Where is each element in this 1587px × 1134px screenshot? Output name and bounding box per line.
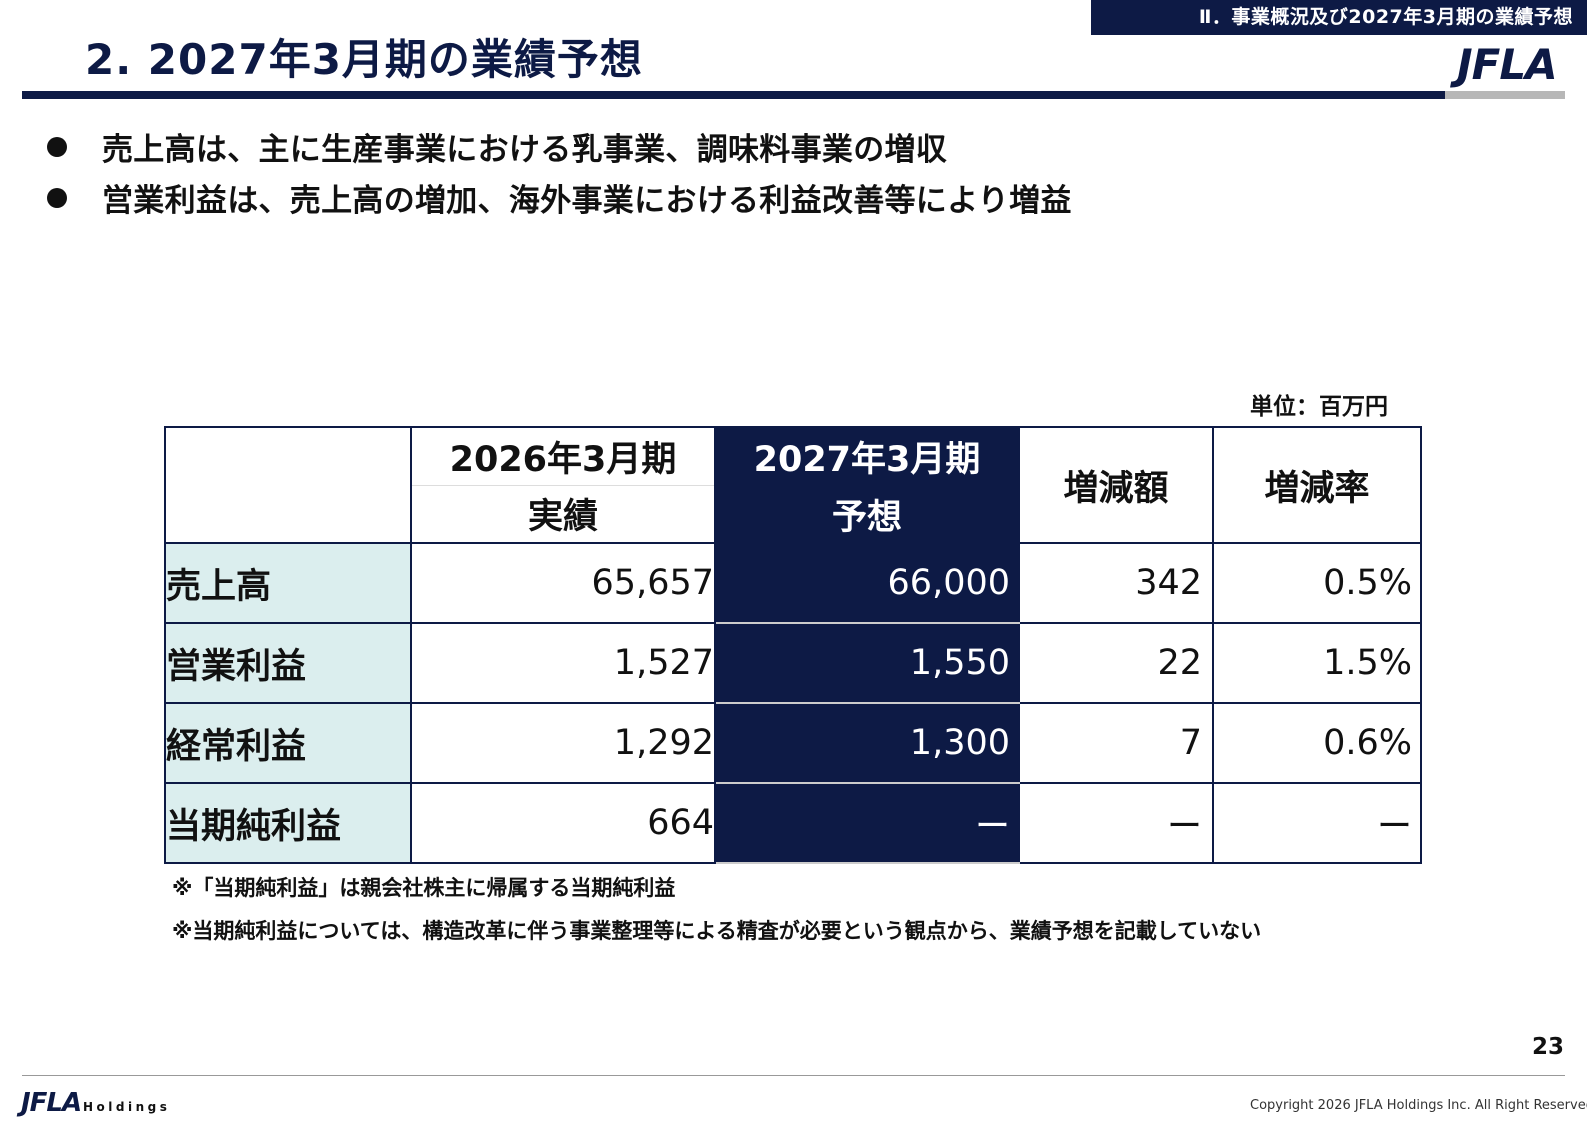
- bullet-text: 売上高は、主に生産事業における乳事業、調味料事業の増収: [102, 132, 948, 168]
- table-row: 売上高 65,657 66,000 342 0.5%: [164, 542, 1422, 624]
- forecast-value: 66,000: [714, 542, 1020, 624]
- row-label: 売上高: [164, 542, 412, 624]
- forecast-table: 2026年3月期 2027年3月期 増減額 増減率 実績 予想 売上高 65,6…: [164, 426, 1422, 864]
- table-row: 経常利益 1,292 1,300 7 0.6%: [164, 702, 1422, 784]
- header-fy2027-year: 2027年3月期: [714, 426, 1020, 486]
- forecast-value: ー: [714, 782, 1020, 864]
- footnote: ※「当期純利益」は親会社株主に帰属する当期純利益: [172, 876, 676, 900]
- diff-value: ー: [1018, 782, 1214, 864]
- bullet-text: 営業利益は、売上高の増加、海外事業における利益改善等により増益: [102, 183, 1072, 219]
- actual-value: 65,657: [410, 542, 716, 624]
- bullet-dot-icon: [47, 187, 67, 208]
- table-row: 営業利益 1,527 1,550 22 1.5%: [164, 622, 1422, 704]
- rate-value: 0.6%: [1212, 702, 1422, 784]
- row-label: 経常利益: [164, 702, 412, 784]
- actual-value: 1,527: [410, 622, 716, 704]
- header-fy2027-type: 予想: [714, 484, 1020, 544]
- footer-rule: [22, 1075, 1565, 1076]
- copyright-text: Copyright 2026 JFLA Holdings Inc. All Ri…: [1250, 1098, 1587, 1113]
- table-header-row: 実績 予想: [165, 484, 1421, 544]
- row-label: 当期純利益: [164, 782, 412, 864]
- table-row: 当期純利益 664 ー ー ー: [164, 782, 1422, 864]
- diff-value: 342: [1018, 542, 1214, 624]
- unit-label: 単位：百万円: [1250, 394, 1388, 420]
- header-rate: 増減率: [1212, 426, 1422, 544]
- bullet-item: 売上高は、主に生産事業における乳事業、調味料事業の増収: [42, 121, 1072, 172]
- header-empty-cell: [164, 426, 412, 544]
- rate-value: ー: [1212, 782, 1422, 864]
- bullet-item: 営業利益は、売上高の増加、海外事業における利益改善等により増益: [42, 172, 1072, 223]
- title-rule-accent: [1445, 91, 1565, 99]
- actual-value: 664: [410, 782, 716, 864]
- header-fy2026-year: 2026年3月期: [410, 426, 716, 486]
- section-tag: Ⅱ．事業概況及び2027年3月期の業績予想: [1091, 0, 1587, 35]
- row-label: 営業利益: [164, 622, 412, 704]
- rate-value: 1.5%: [1212, 622, 1422, 704]
- rate-value: 0.5%: [1212, 542, 1422, 624]
- table-header-row: 2026年3月期 2027年3月期 増減額 増減率: [164, 426, 1422, 544]
- bullet-dot-icon: [47, 136, 67, 157]
- forecast-value: 1,550: [714, 622, 1020, 704]
- footnote: ※当期純利益については、構造改革に伴う事業整理等による精査が必要という観点から、…: [172, 919, 1262, 943]
- title-rule: [22, 91, 1445, 99]
- page-title: 2. 2027年3月期の業績予想: [85, 35, 643, 84]
- page-number: 23: [1532, 1034, 1565, 1060]
- footnotes: ※「当期純利益」は親会社株主に帰属する当期純利益 ※当期純利益については、構造改…: [172, 872, 1261, 958]
- forecast-value: 1,300: [714, 702, 1020, 784]
- bullet-list: 売上高は、主に生産事業における乳事業、調味料事業の増収 営業利益は、売上高の増加…: [42, 121, 1072, 223]
- footer-logo-text: Holdings: [83, 1100, 171, 1114]
- footer-logo: JFLA: [21, 1088, 82, 1118]
- header-diff: 増減額: [1018, 426, 1214, 544]
- company-logo: JFLA: [1457, 40, 1558, 89]
- diff-value: 7: [1018, 702, 1214, 784]
- diff-value: 22: [1018, 622, 1214, 704]
- actual-value: 1,292: [410, 702, 716, 784]
- header-fy2026-type: 実績: [410, 484, 716, 544]
